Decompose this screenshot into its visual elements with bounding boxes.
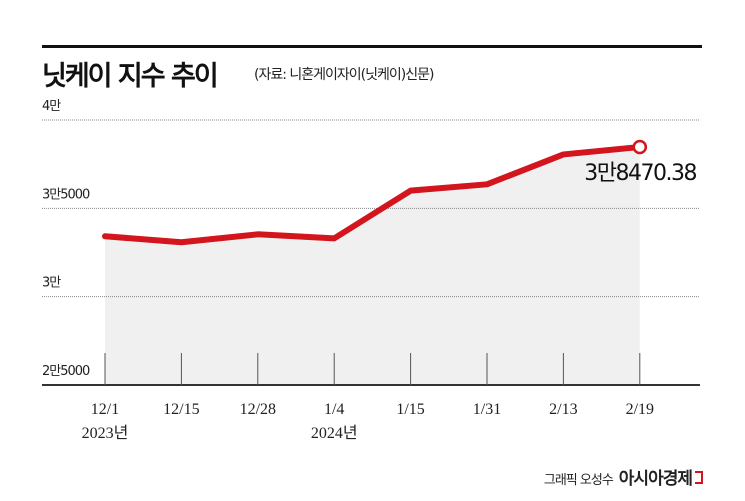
- x-tick-label: 12/15: [163, 401, 199, 418]
- x-tick-label: 1/4: [324, 401, 344, 418]
- year-label: 2023년: [82, 424, 129, 442]
- source-note: (자료: 니혼게이자이(닛케이)신문): [254, 67, 434, 83]
- credit: 그래픽 오성수 아시아경제: [544, 464, 703, 489]
- x-tick-label: 12/1: [91, 401, 119, 418]
- y-tick-label: 3만: [42, 276, 61, 291]
- brand-logo-text: 아시아경제: [618, 469, 693, 489]
- brand-logo-icon: [695, 471, 703, 484]
- x-tick-label: 2/13: [549, 401, 577, 418]
- y-tick-label: 3만5000: [42, 187, 90, 202]
- series-line: [102, 144, 643, 246]
- graphic-credit: 그래픽 오성수: [543, 473, 614, 488]
- last-data-point: [632, 139, 648, 155]
- x-tick-label: 2/19: [626, 401, 654, 418]
- value-annotation: 3만8470.38: [584, 161, 696, 186]
- year-label: 2024년: [311, 424, 358, 442]
- y-tick-label: 4만: [42, 99, 61, 114]
- chart-title: 닛케이 지수 추이: [42, 61, 219, 92]
- x-tick-label: 1/31: [473, 401, 501, 418]
- x-tick-label: 12/28: [240, 401, 276, 418]
- top-rule: [42, 45, 702, 48]
- y-tick-label: 2만5000: [42, 364, 90, 379]
- x-tick-label: 1/15: [396, 401, 424, 418]
- area-fill: [105, 147, 640, 385]
